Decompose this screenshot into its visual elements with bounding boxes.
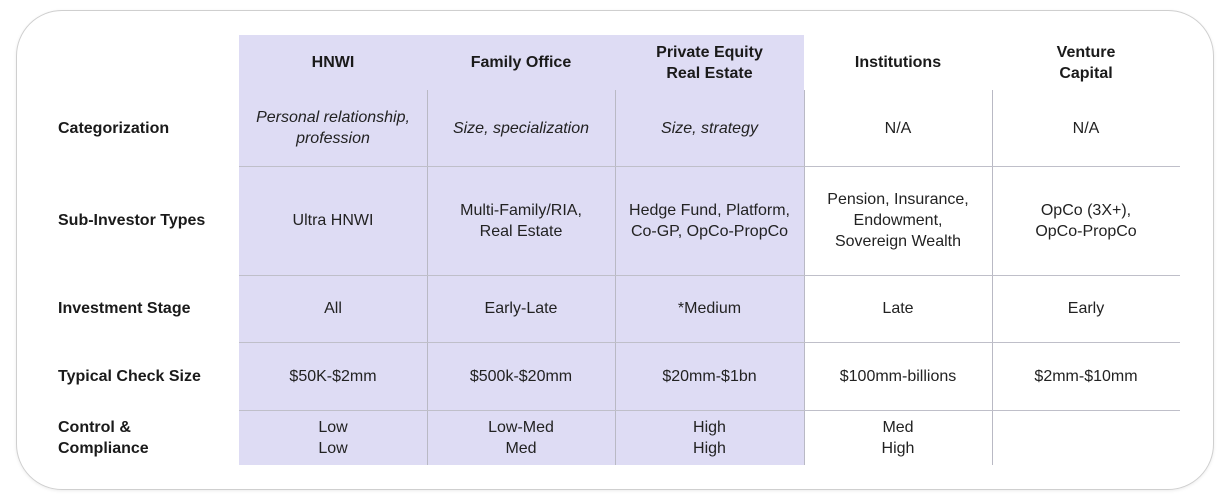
table-cell: $50K-$2mm xyxy=(239,342,427,410)
text-line: Pension, Insurance, xyxy=(827,191,969,208)
text-line: *Medium xyxy=(677,300,742,317)
table-cell: Low-Med Med xyxy=(427,410,615,465)
row-label: Sub-Investor Types xyxy=(58,166,233,275)
text-line: Investment Stage xyxy=(58,300,191,317)
column-divider xyxy=(992,90,993,465)
column-header: Venture Capital xyxy=(992,35,1180,90)
row-label: Categorization xyxy=(58,90,233,166)
table-cell: All xyxy=(239,275,427,342)
text-line: Categorization xyxy=(58,119,170,137)
column-header: Private Equity Real Estate xyxy=(615,35,804,90)
table-cell: Late xyxy=(804,275,992,342)
text-line: $500k-$20mm xyxy=(469,367,573,385)
text-line: $50K-$2mm xyxy=(289,367,377,385)
column-divider xyxy=(427,90,428,465)
table-cell: $500k-$20mm xyxy=(427,342,615,410)
text-line: $100mm-billions xyxy=(839,367,957,385)
text-line: N/A xyxy=(1072,119,1100,137)
table-cell: High High xyxy=(615,410,804,465)
row-divider xyxy=(239,410,1180,411)
row-label: Typical Check Size xyxy=(58,342,233,410)
text-line: Institutions xyxy=(854,54,942,71)
text-line: Sovereign Wealth xyxy=(834,233,961,250)
table-cell xyxy=(992,410,1180,465)
table-cell: *Medium xyxy=(615,275,804,342)
table-cell: Personal relationship, profession xyxy=(239,90,427,166)
table-cell: N/A xyxy=(992,90,1180,166)
row-divider xyxy=(239,275,1180,276)
table-cell: Ultra HNWI xyxy=(239,166,427,275)
table-cell: OpCo (3X+), OpCo-PropCo xyxy=(992,166,1180,275)
text-line: $2mm-$10mm xyxy=(1034,367,1138,385)
text-line: Venture xyxy=(1056,43,1116,61)
row-divider xyxy=(239,166,1180,167)
text-line: Real Estate xyxy=(479,222,563,240)
table-cell: $20mm-$1bn xyxy=(615,342,804,410)
text-line: Co-GP, OpCo-PropCo xyxy=(630,222,789,240)
row-divider xyxy=(239,342,1180,343)
table-cell: Multi-Family/RIA, Real Estate xyxy=(427,166,615,275)
column-header: Family Office xyxy=(427,35,615,90)
text-line: All xyxy=(324,300,342,317)
table-cell: Pension, Insurance, Endowment, Sovereign W… xyxy=(804,166,992,275)
text-line: Size, specialization xyxy=(452,119,590,137)
text-line: High xyxy=(693,439,726,457)
text-line: Low xyxy=(318,418,348,436)
table-cell: Early-Late xyxy=(427,275,615,342)
text-line: N/A xyxy=(884,119,912,137)
text-line: Private Equity xyxy=(656,43,763,61)
text-line: Med xyxy=(505,439,537,457)
text-line: OpCo (3X+), xyxy=(1040,201,1132,219)
text-line: HNWI xyxy=(311,54,355,71)
text-line: Sub-Investor Types xyxy=(58,212,206,229)
text-line: OpCo-PropCo xyxy=(1035,222,1137,240)
column-divider xyxy=(615,90,616,465)
column-divider xyxy=(804,90,805,465)
text-line: Early-Late xyxy=(484,300,558,317)
table-cell: Low Low xyxy=(239,410,427,465)
text-line: Ultra HNWI xyxy=(292,212,374,229)
text-line: Low-Med xyxy=(488,418,554,436)
text-line: profession xyxy=(296,130,370,147)
highlighted-columns-band xyxy=(239,35,804,465)
text-line: Control & xyxy=(58,418,131,436)
text-line: Low xyxy=(318,439,348,457)
text-line: Endowment, xyxy=(853,212,943,229)
text-line: Multi-Family/RIA, xyxy=(460,201,582,219)
text-line: Early xyxy=(1067,300,1105,317)
text-line: Med xyxy=(882,418,914,436)
table-cell: Med High xyxy=(804,410,992,465)
text-line: Size, strategy xyxy=(661,119,758,137)
column-header: HNWI xyxy=(239,35,427,90)
text-line: Real Estate xyxy=(666,64,753,82)
text-line: Late xyxy=(882,300,914,317)
row-label: Control & Compliance xyxy=(58,410,233,465)
text-line: Hedge Fund, Platform, xyxy=(629,201,790,219)
table-cell: Size, specialization xyxy=(427,90,615,166)
text-line: Typical Check Size xyxy=(58,367,201,385)
table-cell: N/A xyxy=(804,90,992,166)
column-header: Institutions xyxy=(804,35,992,90)
text-line: Family Office xyxy=(470,54,572,71)
table-cell: Early xyxy=(992,275,1180,342)
row-label: Investment Stage xyxy=(58,275,233,342)
table-cell: Size, strategy xyxy=(615,90,804,166)
table-cell: Hedge Fund, Platform, Co-GP, OpCo-PropCo xyxy=(615,166,804,275)
text-line: Personal relationship, xyxy=(256,109,410,126)
text-line: High xyxy=(881,439,915,457)
text-line: Capital xyxy=(1059,64,1113,82)
text-line: $20mm-$1bn xyxy=(662,367,757,385)
table-cell: $2mm-$10mm xyxy=(992,342,1180,410)
text-line: High xyxy=(693,418,726,436)
text-line: Compliance xyxy=(58,439,149,457)
table-cell: $100mm-billions xyxy=(804,342,992,410)
